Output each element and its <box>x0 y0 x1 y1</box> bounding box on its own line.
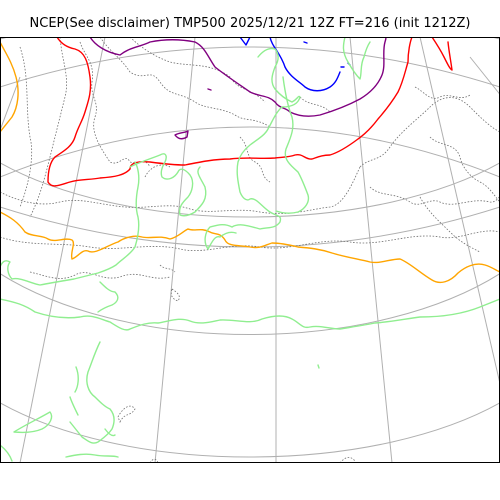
isotherm-green <box>0 37 500 462</box>
map-title: NCEP(See disclaimer) TMP500 2025/12/21 1… <box>29 16 471 31</box>
isotherm-orange <box>0 41 500 284</box>
isotherm-red <box>47 37 453 187</box>
isotherm-blue <box>239 37 351 92</box>
isotherm-purple <box>89 37 387 140</box>
graticule-meridians <box>0 37 500 463</box>
coastlines <box>0 37 500 463</box>
map-frame <box>0 37 500 463</box>
map-canvas <box>0 37 500 463</box>
